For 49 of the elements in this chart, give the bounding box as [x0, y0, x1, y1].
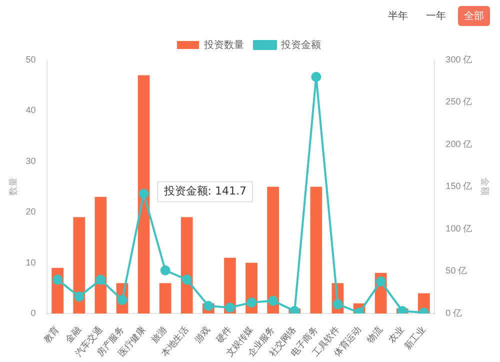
bar [310, 186, 322, 314]
text: 半年 [387, 10, 409, 24]
y-axis-title: 数量 [8, 178, 18, 196]
y-tick-label: 30 [26, 156, 36, 166]
y2-tick-label: 100 亿 [446, 223, 472, 234]
x-tick-label: 新工业 [402, 324, 428, 352]
y-tick-label: 40 [26, 105, 36, 116]
y2-tick-label: 50 亿 [446, 266, 468, 276]
y2-axis-title: 金额 [480, 178, 490, 196]
point [138, 188, 149, 199]
point [182, 274, 192, 285]
bar [138, 75, 150, 314]
bar [73, 217, 86, 314]
y-tick-label: 20 [26, 206, 36, 217]
y2-tick-label: 250 亿 [446, 96, 472, 107]
x-tick-label: 物流 [365, 324, 384, 345]
bar [94, 196, 107, 314]
y2-tick-label: 150 亿 [446, 181, 472, 192]
x-tick-label: 游戏 [192, 324, 212, 345]
point [160, 265, 170, 276]
legend-label: 投资金额 [280, 38, 321, 51]
point [376, 276, 386, 286]
x-tick-label: 旅游 [150, 324, 169, 345]
y-tick-label: 0 [30, 308, 36, 318]
bar [267, 186, 279, 314]
point [203, 300, 214, 311]
y2-tick-label: 300 亿 [446, 54, 472, 64]
bar [159, 283, 172, 314]
bar [180, 217, 193, 314]
point [332, 299, 343, 310]
point [224, 302, 235, 313]
y2-tick-label: 0 亿 [446, 308, 462, 318]
legend-label: 投资数量 [203, 38, 244, 51]
text: 全部 [458, 6, 490, 26]
point [74, 292, 84, 302]
point [246, 297, 257, 308]
y2-tick-label: 200 亿 [446, 138, 472, 149]
point [311, 72, 322, 82]
point [52, 274, 63, 285]
point [290, 306, 300, 314]
x-tick-label: 硬件 [214, 324, 234, 345]
point [96, 274, 106, 285]
text: 一年 [425, 10, 447, 24]
point [397, 306, 408, 314]
annotation: 投资金额: 141.7 [162, 184, 246, 198]
point [268, 296, 278, 306]
y-tick-label: 50 [26, 54, 36, 64]
y-tick-label: 10 [26, 257, 36, 268]
x-tick-label: 教育 [42, 324, 62, 345]
